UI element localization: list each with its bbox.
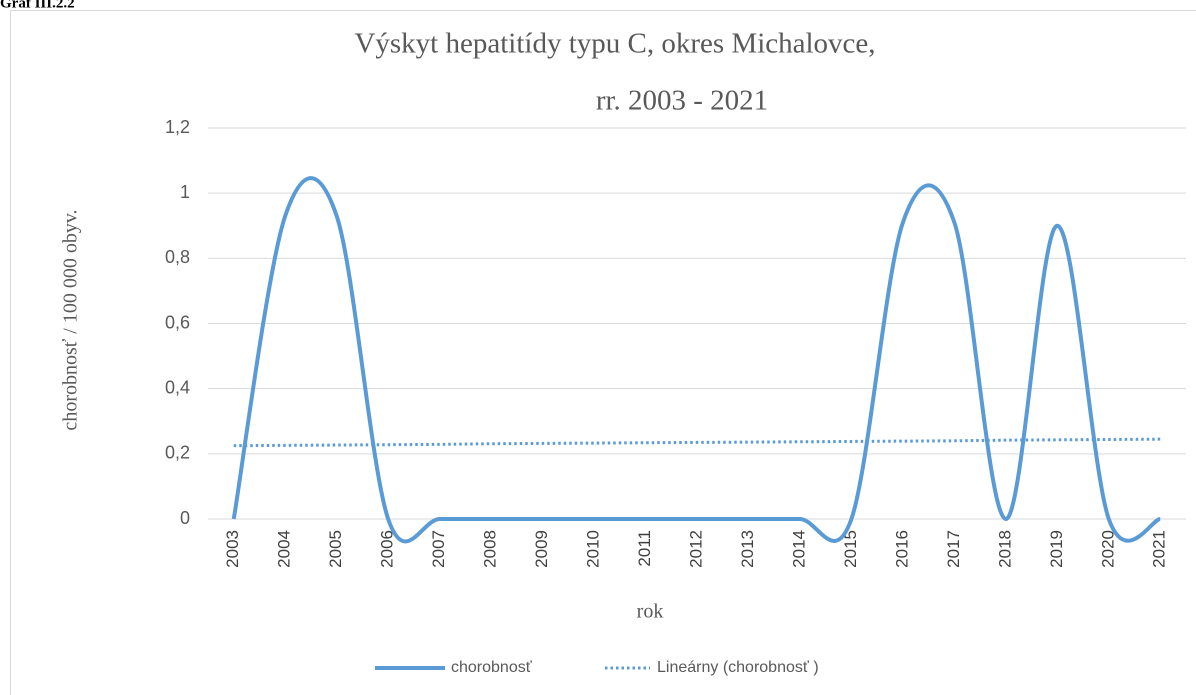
x-tick-label: 2005: [326, 530, 345, 568]
trend-line: [233, 437, 1161, 448]
chart-frame: [10, 10, 1196, 695]
y-tick-label: 0: [180, 508, 190, 528]
x-tick-label: 2019: [1047, 530, 1066, 568]
y-tick-label: 0,4: [165, 377, 190, 397]
x-tick-label: 2007: [429, 530, 448, 568]
figure-label: Graf III.2.2: [0, 0, 75, 11]
y-tick-label: 0,6: [165, 312, 190, 332]
chart-title: rr. 2003 - 2021: [596, 85, 768, 117]
x-tick-label: 2018: [995, 530, 1014, 568]
x-tick-label: 2014: [789, 530, 808, 568]
y-tick-label: 1: [180, 182, 190, 202]
x-tick-label: 2015: [841, 530, 860, 568]
x-tick-label: 2012: [686, 530, 705, 568]
x-tick-label: 2010: [584, 530, 603, 568]
chart-title: Výskyt hepatitídy typu C, okres Michalov…: [354, 28, 875, 60]
x-tick-label: 2008: [481, 530, 500, 568]
x-tick-label: 2016: [892, 530, 911, 568]
x-tick-label: 2011: [635, 530, 654, 567]
y-tick-label: 0,2: [165, 443, 190, 463]
x-tick-label: 2020: [1098, 530, 1117, 568]
x-tick-label: 2004: [275, 530, 294, 568]
x-tick-label: 2003: [223, 530, 242, 568]
y-tick-label: 1,2: [165, 117, 190, 137]
x-tick-label: 2013: [738, 530, 757, 568]
y-axis-label: chorobnosť / 100 000 obyv.: [60, 209, 82, 430]
x-tick-label: 2021: [1150, 530, 1169, 568]
data-line: [231, 176, 1161, 544]
legend-label: Lineárny (chorobnosť ): [657, 659, 819, 676]
x-tick-label: 2017: [944, 530, 963, 568]
x-tick-label: 2009: [532, 530, 551, 568]
y-tick-label: 0,8: [165, 247, 190, 267]
x-tick-label: 2006: [378, 530, 397, 568]
x-axis-label: rok: [637, 601, 664, 623]
legend-label: chorobnosť: [451, 659, 533, 676]
